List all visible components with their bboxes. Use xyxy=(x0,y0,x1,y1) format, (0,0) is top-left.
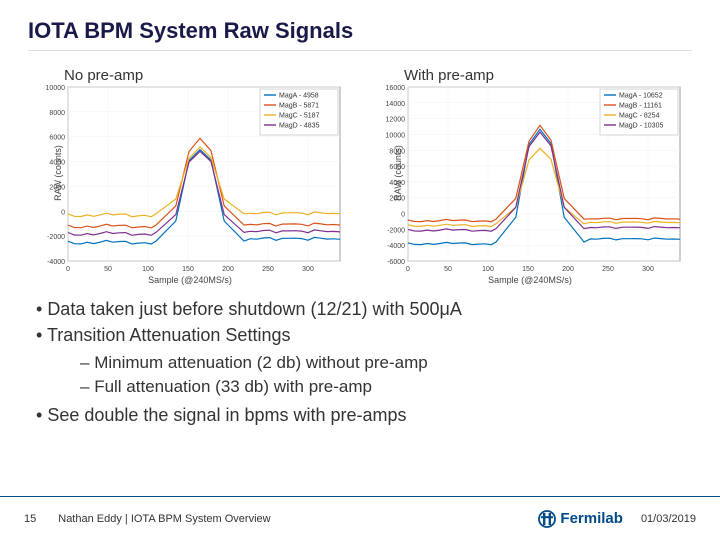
svg-text:8000: 8000 xyxy=(49,110,65,117)
svg-text:-2000: -2000 xyxy=(387,227,405,234)
svg-text:250: 250 xyxy=(262,266,274,273)
chart-with-preamp: With pre-amp -6000-4000-2000020004000600… xyxy=(374,63,686,283)
svg-text:-4000: -4000 xyxy=(387,243,405,250)
sub-bullet-item: Minimum attenuation (2 db) without pre-a… xyxy=(80,352,688,375)
svg-text:0: 0 xyxy=(61,209,65,216)
svg-text:150: 150 xyxy=(522,266,534,273)
svg-text:12000: 12000 xyxy=(386,117,406,124)
svg-text:MagA - 4958: MagA - 4958 xyxy=(279,93,319,100)
svg-text:300: 300 xyxy=(642,266,654,273)
chart-left-ylabel: RAW (counts) xyxy=(53,145,63,201)
svg-text:0: 0 xyxy=(66,266,70,273)
svg-text:10000: 10000 xyxy=(386,132,406,139)
chart-left-svg: -4000-2000020004000600080001000005010015… xyxy=(34,63,346,283)
svg-text:MagD - 4835: MagD - 4835 xyxy=(279,123,320,130)
svg-text:MagB - 11161: MagB - 11161 xyxy=(619,103,662,110)
fermilab-logo: Fermilab xyxy=(538,510,623,528)
fermilab-icon xyxy=(538,510,556,528)
footer-date: 01/03/2019 xyxy=(641,513,696,525)
svg-text:300: 300 xyxy=(302,266,314,273)
svg-text:MagD - 10305: MagD - 10305 xyxy=(619,123,663,130)
svg-text:200: 200 xyxy=(562,266,574,273)
svg-text:250: 250 xyxy=(602,266,614,273)
svg-text:6000: 6000 xyxy=(49,135,65,142)
chart-left-title: No pre-amp xyxy=(64,67,143,84)
chart-right-svg: -6000-4000-20000200040006000800010000120… xyxy=(374,63,686,283)
footer-title: Nathan Eddy | IOTA BPM System Overview xyxy=(58,513,270,525)
chart-right-xlabel: Sample (@240MS/s) xyxy=(488,275,572,285)
svg-text:10000: 10000 xyxy=(46,85,66,92)
title-underline xyxy=(28,50,692,51)
svg-text:MagA - 10652: MagA - 10652 xyxy=(619,93,663,100)
slide-title: IOTA BPM System Raw Signals xyxy=(0,0,720,50)
chart-right-ylabel: RAW (counts) xyxy=(393,145,403,201)
svg-text:150: 150 xyxy=(182,266,194,273)
bullet-item: See double the signal in bpms with pre-a… xyxy=(36,403,688,427)
chart-no-preamp: No pre-amp -4000-20000200040006000800010… xyxy=(34,63,346,283)
svg-text:100: 100 xyxy=(482,266,494,273)
svg-text:-2000: -2000 xyxy=(47,234,65,241)
charts-row: No pre-amp -4000-20000200040006000800010… xyxy=(0,63,720,291)
bullet-list: Data taken just before shutdown (12/21) … xyxy=(0,291,720,428)
bullet-item: Transition Attenuation Settings xyxy=(36,323,688,347)
slide-number: 15 xyxy=(24,513,36,525)
svg-text:200: 200 xyxy=(222,266,234,273)
chart-left-xlabel: Sample (@240MS/s) xyxy=(148,275,232,285)
svg-text:16000: 16000 xyxy=(386,85,406,92)
svg-text:-4000: -4000 xyxy=(47,259,65,266)
svg-text:-6000: -6000 xyxy=(387,259,405,266)
chart-right-title: With pre-amp xyxy=(404,67,494,84)
svg-text:50: 50 xyxy=(104,266,112,273)
svg-text:MagC - 8254: MagC - 8254 xyxy=(619,113,660,120)
sub-bullet-item: Full attenuation (33 db) with pre-amp xyxy=(80,376,688,399)
svg-text:MagB - 5871: MagB - 5871 xyxy=(279,103,319,110)
svg-text:14000: 14000 xyxy=(386,101,406,108)
svg-text:0: 0 xyxy=(401,212,405,219)
svg-text:MagC - 5187: MagC - 5187 xyxy=(279,113,320,120)
slide-footer: 15 Nathan Eddy | IOTA BPM System Overvie… xyxy=(0,496,720,540)
svg-text:50: 50 xyxy=(444,266,452,273)
fermilab-logo-text: Fermilab xyxy=(560,510,623,527)
svg-text:0: 0 xyxy=(406,266,410,273)
sub-bullet-list: Minimum attenuation (2 db) without pre-a… xyxy=(36,350,688,404)
svg-text:100: 100 xyxy=(142,266,154,273)
bullet-item: Data taken just before shutdown (12/21) … xyxy=(36,297,688,321)
